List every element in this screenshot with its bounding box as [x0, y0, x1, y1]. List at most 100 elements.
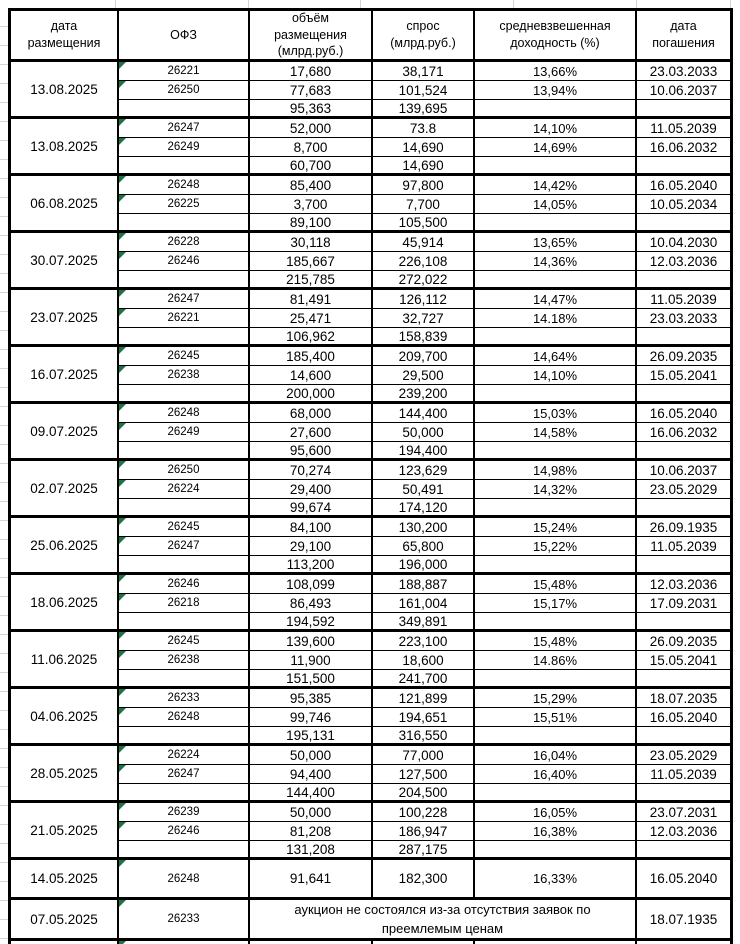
- ofz-cell[interactable]: 26248: [119, 860, 250, 900]
- date-cell[interactable]: 04.06.2025: [8, 689, 119, 746]
- yield-empty-cell[interactable]: [475, 784, 637, 803]
- maturity-cell[interactable]: 11.05.2039: [637, 290, 733, 309]
- maturity-cell[interactable]: 10.06.2037: [637, 461, 733, 480]
- ofz-empty-cell[interactable]: [119, 442, 250, 461]
- volume-cell[interactable]: 29,400: [250, 480, 373, 499]
- volume-cell[interactable]: 185,667: [250, 252, 373, 271]
- date-cell[interactable]: 14.05.2025: [8, 860, 119, 900]
- ofz-cell[interactable]: 26238: [119, 366, 250, 385]
- maturity-cell[interactable]: 15.05.2041: [637, 366, 733, 385]
- yield-cell[interactable]: 14.86%: [475, 651, 637, 670]
- yield-cell[interactable]: 14,58%: [475, 423, 637, 442]
- yield-cell[interactable]: 14,10%: [475, 366, 637, 385]
- date-cell[interactable]: 25.06.2025: [8, 518, 119, 575]
- ofz-cell[interactable]: 26245: [119, 347, 250, 366]
- maturity-cell[interactable]: 23.07.2031: [637, 803, 733, 822]
- demand-cell[interactable]: 77,000: [373, 746, 475, 765]
- maturity-cell[interactable]: 26.09.2035: [637, 347, 733, 366]
- yield-empty-cell[interactable]: [475, 385, 637, 404]
- volume-cell[interactable]: 99,746: [250, 708, 373, 727]
- total-demand-cell[interactable]: 239,200: [373, 385, 475, 404]
- header-yield[interactable]: средневзвешенная доходность (%): [475, 8, 637, 62]
- ofz-cell[interactable]: 26247: [119, 119, 250, 138]
- date-cell[interactable]: 28.05.2025: [8, 746, 119, 803]
- yield-empty-cell[interactable]: [475, 613, 637, 632]
- yield-cell[interactable]: 13,65%: [475, 233, 637, 252]
- ofz-empty-cell[interactable]: [119, 841, 250, 860]
- demand-cell[interactable]: 188,887: [373, 575, 475, 594]
- ofz-cell[interactable]: 26238: [119, 651, 250, 670]
- ofz-cell[interactable]: 26224: [119, 746, 250, 765]
- demand-cell[interactable]: 182,300: [373, 860, 475, 900]
- yield-cell[interactable]: 14,64%: [475, 347, 637, 366]
- date-cell[interactable]: 21.05.2025: [8, 803, 119, 860]
- total-volume-cell[interactable]: 95,600: [250, 442, 373, 461]
- demand-cell[interactable]: 38,171: [373, 62, 475, 81]
- volume-cell[interactable]: 8,700: [250, 138, 373, 157]
- volume-cell[interactable]: 50,000: [250, 746, 373, 765]
- volume-cell[interactable]: 108,099: [250, 575, 373, 594]
- ofz-empty-cell[interactable]: [119, 727, 250, 746]
- volume-cell[interactable]: 50,000: [250, 803, 373, 822]
- maturity-cell[interactable]: 26.09.1935: [637, 518, 733, 537]
- yield-cell[interactable]: 15,17%: [475, 594, 637, 613]
- demand-cell[interactable]: 186,947: [373, 822, 475, 841]
- total-volume-cell[interactable]: 200,000: [250, 385, 373, 404]
- maturity-cell[interactable]: 18.07.1935: [637, 900, 733, 941]
- yield-empty-cell[interactable]: [475, 670, 637, 689]
- volume-cell[interactable]: 81,491: [250, 290, 373, 309]
- yield-cell[interactable]: 15,24%: [475, 518, 637, 537]
- auction-failed-message[interactable]: аукцион не состоялся из-за отсутствия за…: [250, 900, 637, 941]
- volume-cell[interactable]: 14,600: [250, 366, 373, 385]
- demand-cell[interactable]: 97,800: [373, 176, 475, 195]
- header-ofz[interactable]: ОФЗ: [119, 8, 250, 62]
- yield-cell[interactable]: 14,42%: [475, 176, 637, 195]
- maturity-empty-cell[interactable]: [637, 499, 733, 518]
- total-demand-cell[interactable]: 316,550: [373, 727, 475, 746]
- volume-cell[interactable]: 86,493: [250, 594, 373, 613]
- demand-cell[interactable]: 18,600: [373, 651, 475, 670]
- demand-cell[interactable]: 130,200: [373, 518, 475, 537]
- yield-empty-cell[interactable]: [475, 157, 637, 176]
- ofz-cell[interactable]: 26233: [119, 900, 250, 941]
- yield-empty-cell[interactable]: [475, 328, 637, 347]
- ofz-empty-cell[interactable]: [119, 556, 250, 575]
- demand-cell[interactable]: 100,228: [373, 803, 475, 822]
- total-volume-cell[interactable]: 144,400: [250, 784, 373, 803]
- total-demand-cell[interactable]: 158,839: [373, 328, 475, 347]
- yield-cell[interactable]: 15,22%: [475, 537, 637, 556]
- volume-cell[interactable]: 91,641: [250, 860, 373, 900]
- volume-cell[interactable]: 27,600: [250, 423, 373, 442]
- ofz-cell[interactable]: 26221: [119, 309, 250, 328]
- yield-cell[interactable]: 15,48%: [475, 632, 637, 651]
- demand-cell[interactable]: 101,524: [373, 81, 475, 100]
- date-cell[interactable]: 23.07.2025: [8, 290, 119, 347]
- ofz-empty-cell[interactable]: [119, 328, 250, 347]
- yield-cell[interactable]: 13,66%: [475, 62, 637, 81]
- demand-cell[interactable]: 65,800: [373, 537, 475, 556]
- maturity-cell[interactable]: 11.05.2039: [637, 765, 733, 784]
- ofz-empty-cell[interactable]: [119, 100, 250, 119]
- yield-cell[interactable]: 14,69%: [475, 138, 637, 157]
- ofz-empty-cell[interactable]: [119, 613, 250, 632]
- date-cell[interactable]: 11.06.2025: [8, 632, 119, 689]
- yield-empty-cell[interactable]: [475, 442, 637, 461]
- maturity-cell[interactable]: 10.05.2034: [637, 195, 733, 214]
- ofz-cell[interactable]: 26246: [119, 252, 250, 271]
- yield-empty-cell[interactable]: [475, 100, 637, 119]
- header-maturity-date[interactable]: дата погашения: [637, 8, 733, 62]
- ofz-cell[interactable]: 26221: [119, 62, 250, 81]
- ofz-empty-cell[interactable]: [119, 157, 250, 176]
- maturity-cell[interactable]: 23.03.2033: [637, 62, 733, 81]
- yield-cell[interactable]: 14,32%: [475, 480, 637, 499]
- yield-cell[interactable]: 15,51%: [475, 708, 637, 727]
- maturity-cell[interactable]: 11.05.2039: [637, 119, 733, 138]
- maturity-cell[interactable]: 16.06.2032: [637, 423, 733, 442]
- total-volume-cell[interactable]: 106,962: [250, 328, 373, 347]
- total-demand-cell[interactable]: 241,700: [373, 670, 475, 689]
- maturity-cell[interactable]: 26.09.2035: [637, 632, 733, 651]
- date-cell[interactable]: 30.07.2025: [8, 233, 119, 290]
- date-cell[interactable]: 18.06.2025: [8, 575, 119, 632]
- maturity-cell[interactable]: 15.05.2041: [637, 651, 733, 670]
- demand-cell[interactable]: 123,629: [373, 461, 475, 480]
